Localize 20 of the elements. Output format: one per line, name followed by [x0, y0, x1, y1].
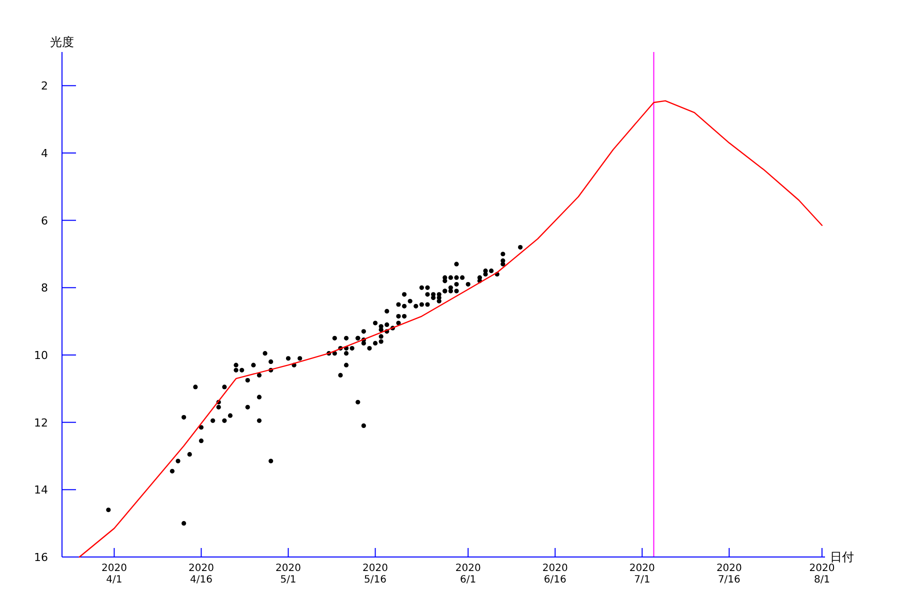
x-axis-title: 日付 [830, 550, 854, 564]
x-tick-label: 2020 5/1 [276, 563, 301, 586]
y-axis-title: 光度 [50, 35, 74, 49]
y-tick-label: 16 [34, 551, 48, 564]
x-tick-label: 2020 7/1 [629, 563, 655, 586]
x-tick-label: 2020 4/1 [101, 563, 127, 586]
y-tick-label: 8 [41, 282, 48, 295]
y-tick-label: 14 [34, 484, 48, 497]
y-tick-label: 4 [41, 147, 48, 160]
x-tick-label: 2020 7/16 [716, 563, 742, 586]
x-tick-label: 2020 5/16 [362, 563, 388, 586]
x-tick-label: 2020 8/1 [809, 563, 835, 586]
line-series [78, 100, 823, 558]
y-tick-label: 10 [34, 349, 48, 362]
y-tick-label: 12 [34, 416, 48, 430]
x-tick-label: 2020 4/16 [188, 563, 214, 586]
y-tick-label: 6 [41, 214, 48, 228]
y-tick-label: 2 [41, 80, 48, 93]
x-tick-label: 2020 6/1 [455, 563, 481, 586]
x-tick-label: 2020 6/16 [542, 563, 568, 586]
